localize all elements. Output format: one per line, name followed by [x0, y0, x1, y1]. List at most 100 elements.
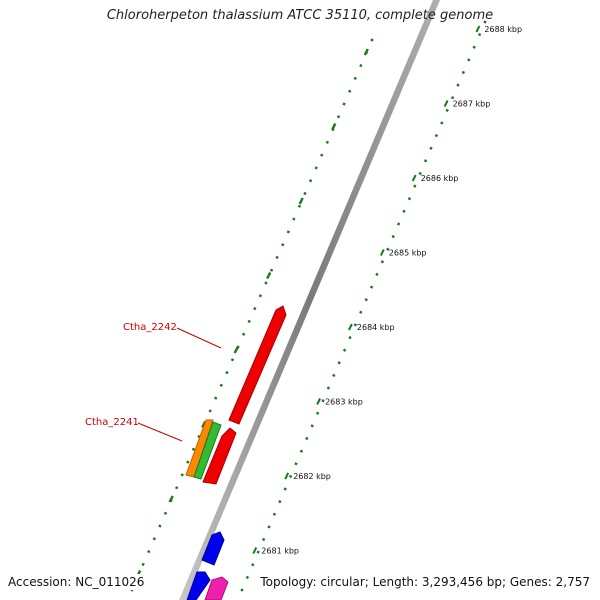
outer-track-dot	[434, 133, 439, 138]
scale-tick-label: 2686 kbp	[421, 174, 459, 183]
scale-major-tick	[348, 323, 353, 331]
inner-track-dot	[191, 447, 196, 451]
outer-track-dot	[283, 487, 287, 491]
scale-major-tick	[284, 472, 290, 480]
outer-track-dot	[305, 436, 309, 441]
outer-track-dot	[310, 424, 314, 428]
inner-track-dot	[348, 89, 352, 93]
inner-track-dot	[163, 511, 168, 515]
outer-track-dot	[278, 499, 282, 504]
outer-track-dot	[359, 310, 363, 314]
scale-major-tick	[316, 398, 321, 405]
outer-track-dot	[423, 159, 428, 163]
scale-tick-label: 2687 kbp	[453, 100, 491, 109]
outer-track-dot	[315, 411, 320, 415]
scale-tick-label: 2688 kbp	[484, 25, 522, 34]
inner-track-dot	[269, 268, 274, 272]
gene-blue-1[interactable]	[201, 531, 225, 566]
inner-major-tick	[168, 495, 174, 503]
outer-track-dot	[337, 361, 341, 365]
scale-major-tick	[252, 547, 258, 554]
inner-track-dot	[286, 230, 290, 234]
inner-track-dot	[158, 524, 162, 528]
outer-track-dot	[321, 399, 325, 403]
scale-tick-label: 2685 kbp	[389, 249, 427, 258]
inner-major-tick	[233, 346, 239, 354]
genome-title: Chloroherpeton thalassium ATCC 35110, co…	[106, 8, 494, 23]
backbone	[179, 0, 440, 600]
gene-ctha-2242[interactable]	[228, 305, 287, 425]
backbone-line	[179, 0, 440, 600]
inner-track-dot	[342, 102, 346, 106]
scale-major-tick	[379, 249, 385, 256]
scale-tick-label: 2681 kbp	[261, 547, 299, 556]
scale-tick-label: 2684 kbp	[357, 323, 395, 332]
outer-track-dot	[261, 537, 266, 542]
inner-track-dot	[186, 460, 190, 464]
outer-track-dot	[369, 285, 374, 289]
outer-track-dot	[402, 209, 406, 213]
inner-track-dot	[303, 191, 307, 196]
gene-ctha-2241[interactable]	[202, 427, 237, 485]
inner-track-dot	[180, 473, 184, 477]
outer-track-dot	[391, 234, 395, 239]
scale-major-tick	[475, 25, 481, 33]
outer-track-dot	[440, 121, 444, 125]
outer-track-dot	[299, 449, 304, 453]
outer-track-dot	[332, 373, 336, 378]
outer-track-dot	[461, 70, 466, 75]
inner-track-dot	[175, 486, 179, 490]
inner-track-dot	[258, 294, 263, 298]
inner-major-tick	[298, 197, 304, 205]
inner-track-dot	[230, 358, 235, 362]
outer-track-dot	[467, 58, 471, 62]
outer-track-dot	[326, 386, 331, 390]
inner-major-tick	[331, 122, 337, 131]
inner-track-dot	[253, 306, 257, 311]
scale-ticks	[136, 25, 481, 578]
inner-track-dot	[325, 140, 329, 144]
label-leader-ctha-2241	[137, 422, 183, 442]
outer-track-dot	[396, 222, 401, 226]
gene-label-ctha-2241[interactable]: Ctha_2241	[85, 417, 139, 428]
inner-track-dot	[292, 217, 296, 221]
outer-track-dot	[386, 247, 390, 251]
gene-blue-2[interactable]	[186, 571, 211, 600]
scale-major-tick	[443, 100, 449, 107]
inner-track-dot	[208, 409, 212, 413]
gene-orange[interactable]	[185, 419, 214, 478]
inner-track-dot	[297, 204, 302, 208]
outer-track-dot	[445, 108, 449, 113]
inner-major-tick	[363, 48, 369, 56]
inner-track-dot	[219, 383, 223, 387]
gene-pink[interactable]	[204, 576, 229, 600]
gene-features	[185, 305, 287, 600]
outer-track-dot	[348, 335, 352, 340]
outer-track-dot	[272, 512, 277, 516]
outer-track-dot	[407, 197, 412, 201]
inner-track-dots	[130, 38, 374, 592]
inner-track-dot	[152, 537, 156, 541]
outer-track-dot	[364, 298, 368, 302]
outer-track-dot	[483, 20, 487, 24]
gene-label-ctha-2242[interactable]: Ctha_2242	[123, 322, 177, 333]
inner-track-dot	[264, 281, 268, 285]
scale-tick-labels: 2688 kbp 2687 kbp 2686 kbp 2685 kbp 2684 kbp…	[261, 25, 522, 556]
outer-track-dot	[472, 45, 476, 49]
inner-track-dot	[320, 153, 324, 157]
inner-major-tick	[266, 271, 272, 280]
outer-track-dot	[288, 474, 293, 479]
inner-track-dot	[147, 550, 151, 554]
gene-label-callouts: Ctha_2242 Ctha_2241	[85, 322, 222, 442]
genome-summary-text: Topology: circular; Length: 3,293,456 bp…	[260, 574, 590, 590]
outer-track-dots	[240, 20, 487, 592]
outer-track-dot	[450, 96, 455, 100]
accession-text: Accession: NC_011026	[8, 574, 145, 590]
inner-track-dot	[336, 115, 341, 119]
scale-tick-label: 2682 kbp	[293, 472, 331, 481]
gene-green[interactable]	[193, 421, 222, 480]
inner-track-dot	[308, 179, 313, 183]
inner-track-dot	[353, 76, 357, 80]
